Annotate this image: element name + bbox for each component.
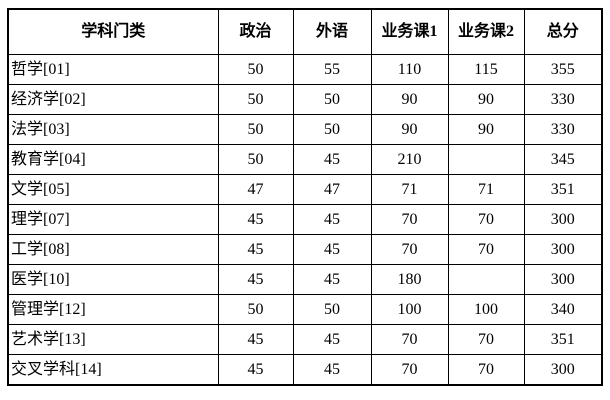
score-cell: 300 bbox=[523, 354, 603, 386]
score-cell: 180 bbox=[370, 264, 449, 295]
score-cell: 50 bbox=[217, 114, 294, 145]
table-row: 艺术学[13] 45 45 70 70 351 bbox=[7, 324, 603, 355]
column-header-politics: 政治 bbox=[217, 8, 294, 55]
category-cell: 工学[08] bbox=[7, 234, 219, 265]
column-header-course1: 业务课1 bbox=[370, 8, 449, 55]
category-cell: 经济学[02] bbox=[7, 84, 219, 115]
score-cell: 330 bbox=[523, 84, 603, 115]
score-cell: 90 bbox=[370, 84, 449, 115]
score-cell: 90 bbox=[447, 114, 525, 145]
category-cell: 理学[07] bbox=[7, 204, 219, 235]
score-cell: 50 bbox=[217, 144, 294, 175]
score-cell: 70 bbox=[447, 204, 525, 235]
table-row: 经济学[02] 50 50 90 90 330 bbox=[7, 84, 603, 115]
table-row: 理学[07] 45 45 70 70 300 bbox=[7, 204, 603, 235]
score-cell: 55 bbox=[292, 54, 372, 85]
score-table: 学科门类 政治 外语 业务课1 业务课2 总分 哲学[01] 50 55 110 115 355 经济… bbox=[7, 8, 603, 386]
score-cell bbox=[447, 264, 525, 295]
table-row: 文学[05] 47 47 71 71 351 bbox=[7, 174, 603, 205]
score-cell: 90 bbox=[370, 114, 449, 145]
score-cell: 100 bbox=[370, 294, 449, 325]
score-cell: 71 bbox=[370, 174, 449, 205]
score-cell: 90 bbox=[447, 84, 525, 115]
score-table-container: 学科门类 政治 外语 业务课1 业务课2 总分 哲学[01] 50 55 110 115 355 经济… bbox=[7, 8, 603, 386]
score-cell: 45 bbox=[217, 264, 294, 295]
score-cell: 100 bbox=[447, 294, 525, 325]
score-cell: 330 bbox=[523, 114, 603, 145]
score-cell: 50 bbox=[217, 84, 294, 115]
score-cell: 45 bbox=[217, 204, 294, 235]
category-cell: 医学[10] bbox=[7, 264, 219, 295]
score-cell: 45 bbox=[217, 324, 294, 355]
score-cell: 45 bbox=[292, 144, 372, 175]
score-cell: 45 bbox=[292, 264, 372, 295]
table-row: 医学[10] 45 45 180 300 bbox=[7, 264, 603, 295]
score-cell: 47 bbox=[292, 174, 372, 205]
score-cell: 345 bbox=[523, 144, 603, 175]
score-cell: 45 bbox=[217, 234, 294, 265]
table-row: 法学[03] 50 50 90 90 330 bbox=[7, 114, 603, 145]
score-cell: 351 bbox=[523, 324, 603, 355]
column-header-category: 学科门类 bbox=[7, 8, 219, 55]
table-row: 交叉学科[14] 45 45 70 70 300 bbox=[7, 354, 603, 386]
score-cell: 47 bbox=[217, 174, 294, 205]
score-cell: 45 bbox=[292, 204, 372, 235]
table-row: 教育学[04] 50 45 210 345 bbox=[7, 144, 603, 175]
score-cell: 70 bbox=[370, 354, 449, 386]
category-cell: 教育学[04] bbox=[7, 144, 219, 175]
table-header-row: 学科门类 政治 外语 业务课1 业务课2 总分 bbox=[7, 8, 603, 55]
score-cell: 351 bbox=[523, 174, 603, 205]
score-cell: 70 bbox=[447, 234, 525, 265]
column-header-course2: 业务课2 bbox=[447, 8, 525, 55]
category-cell: 管理学[12] bbox=[7, 294, 219, 325]
score-cell: 70 bbox=[370, 234, 449, 265]
score-cell: 210 bbox=[370, 144, 449, 175]
category-cell: 交叉学科[14] bbox=[7, 354, 219, 386]
score-cell: 340 bbox=[523, 294, 603, 325]
score-cell: 70 bbox=[370, 324, 449, 355]
score-cell: 70 bbox=[447, 324, 525, 355]
score-cell: 70 bbox=[370, 204, 449, 235]
column-header-total: 总分 bbox=[523, 8, 603, 55]
table-row: 工学[08] 45 45 70 70 300 bbox=[7, 234, 603, 265]
score-cell: 50 bbox=[292, 294, 372, 325]
score-cell: 300 bbox=[523, 264, 603, 295]
score-cell: 50 bbox=[217, 294, 294, 325]
table-row: 管理学[12] 50 50 100 100 340 bbox=[7, 294, 603, 325]
score-cell: 110 bbox=[370, 54, 449, 85]
score-cell: 45 bbox=[292, 324, 372, 355]
score-cell: 50 bbox=[292, 84, 372, 115]
category-cell: 艺术学[13] bbox=[7, 324, 219, 355]
score-cell: 355 bbox=[523, 54, 603, 85]
score-cell: 71 bbox=[447, 174, 525, 205]
score-cell: 300 bbox=[523, 234, 603, 265]
category-cell: 文学[05] bbox=[7, 174, 219, 205]
score-cell: 45 bbox=[292, 354, 372, 386]
score-cell: 300 bbox=[523, 204, 603, 235]
category-cell: 哲学[01] bbox=[7, 54, 219, 85]
score-cell: 45 bbox=[217, 354, 294, 386]
score-cell bbox=[447, 144, 525, 175]
score-cell: 70 bbox=[447, 354, 525, 386]
category-cell: 法学[03] bbox=[7, 114, 219, 145]
score-cell: 50 bbox=[217, 54, 294, 85]
column-header-foreign: 外语 bbox=[292, 8, 372, 55]
table-row: 哲学[01] 50 55 110 115 355 bbox=[7, 54, 603, 85]
score-cell: 50 bbox=[292, 114, 372, 145]
score-cell: 45 bbox=[292, 234, 372, 265]
score-cell: 115 bbox=[447, 54, 525, 85]
